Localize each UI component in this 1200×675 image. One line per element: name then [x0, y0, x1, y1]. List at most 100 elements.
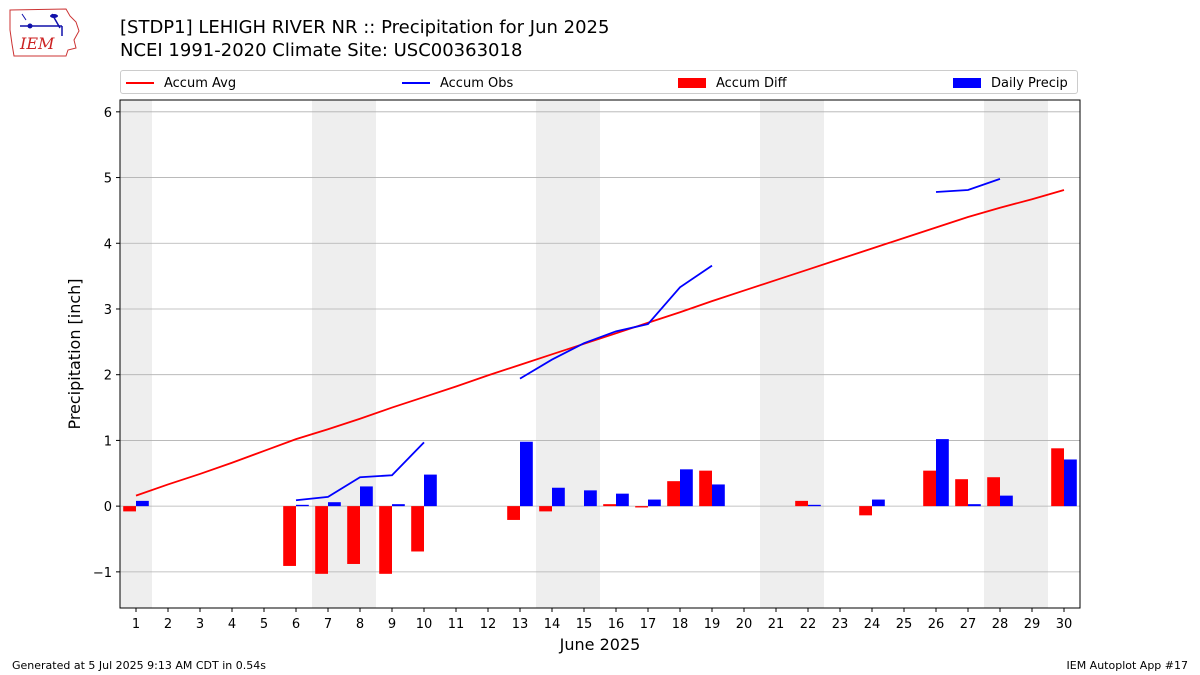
x-tick-label: 30	[1056, 617, 1073, 632]
weekend-shade	[536, 100, 568, 608]
accum-diff-bar	[795, 500, 808, 507]
footer-generated-note: Generated at 5 Jul 2025 9:13 AM CDT in 0…	[12, 659, 266, 672]
chart-subtitle: NCEI 1991-2020 Climate Site: USC00363018	[120, 40, 523, 61]
daily-precip-bar	[392, 504, 405, 507]
x-tick-label: 9	[388, 617, 396, 632]
x-tick-label: 7	[324, 617, 332, 632]
accum-diff-bar	[539, 506, 552, 512]
y-tick-label: 1	[104, 434, 112, 449]
daily-precip-bar	[712, 484, 725, 507]
chart-legend: Accum Avg Accum Obs Accum Diff Daily Pre…	[120, 70, 1078, 94]
x-tick-label: 18	[672, 617, 689, 632]
x-tick-label: 22	[800, 617, 817, 632]
daily-precip-bar	[584, 490, 597, 507]
x-tick-label: 23	[832, 617, 849, 632]
daily-precip-bar	[968, 504, 981, 507]
accum-diff-bar	[283, 506, 296, 566]
x-tick-label: 25	[896, 617, 913, 632]
x-tick-label: 12	[480, 617, 497, 632]
x-tick-label: 27	[960, 617, 977, 632]
x-axis-label: June 2025	[559, 635, 641, 654]
legend-swatch-accum-diff	[678, 78, 706, 88]
accum-diff-bar	[635, 506, 648, 508]
accum-diff-bar	[411, 506, 424, 552]
iem-logo: IEM	[9, 8, 80, 57]
x-tick-label: 4	[228, 617, 236, 632]
daily-precip-bar	[872, 499, 885, 507]
accum-diff-bar	[347, 506, 360, 564]
weekend-shade	[792, 100, 824, 608]
weekend-shade	[120, 100, 152, 608]
x-tick-label: 21	[768, 617, 785, 632]
x-tick-label: 5	[260, 617, 268, 632]
accum-obs-line	[295, 441, 425, 502]
x-tick-label: 10	[416, 617, 433, 632]
legend-label-daily-precip: Daily Precip	[991, 75, 1068, 91]
iem-logo-text: IEM	[19, 34, 55, 53]
daily-precip-bar	[136, 500, 149, 507]
x-tick-label: 29	[1024, 617, 1041, 632]
accum-diff-bar	[699, 470, 712, 507]
legend-label-accum-avg: Accum Avg	[164, 75, 237, 91]
legend-swatch-daily-precip	[953, 78, 981, 88]
legend-label-accum-diff: Accum Diff	[716, 75, 787, 91]
y-axis-label: Precipitation [inch]	[65, 278, 84, 429]
legend-swatch-accum-avg	[126, 82, 154, 84]
accum-diff-bar	[1051, 448, 1064, 507]
y-tick-label: 0	[104, 500, 112, 515]
accum-diff-bar	[859, 506, 872, 516]
accum-diff-bar	[315, 506, 328, 574]
legend-item-accum-avg: Accum Avg	[126, 74, 236, 92]
footer-app-label: IEM Autoplot App #17	[1066, 659, 1189, 672]
daily-precip-bar	[520, 441, 533, 507]
accum-obs-line	[519, 264, 713, 380]
daily-precip-bar	[936, 439, 949, 507]
x-tick-label: 20	[736, 617, 753, 632]
accum-diff-bar	[123, 506, 136, 512]
accum-diff-bar	[923, 470, 936, 507]
daily-precip-bar	[616, 493, 629, 507]
x-tick-label: 11	[448, 617, 465, 632]
weekend-shade	[568, 100, 600, 608]
daily-precip-bar	[808, 504, 821, 507]
accum-diff-bar	[507, 506, 520, 520]
x-tick-label: 3	[196, 617, 204, 632]
weekend-shade	[312, 100, 344, 608]
plot-frame	[119, 99, 1081, 609]
weekend-shade	[984, 100, 1016, 608]
x-tick-label: 17	[640, 617, 657, 632]
x-tick-label: 16	[608, 617, 625, 632]
accum-avg-line	[135, 189, 1065, 497]
daily-precip-bar	[328, 502, 341, 507]
x-tick-label: 6	[292, 617, 300, 632]
legend-item-daily-precip: Daily Precip	[953, 74, 1068, 92]
legend-item-accum-obs: Accum Obs	[402, 74, 513, 92]
x-tick-label: 2	[164, 617, 172, 632]
accum-diff-bar	[379, 506, 392, 574]
accum-diff-bar	[987, 477, 1000, 507]
daily-precip-bar	[1000, 495, 1013, 507]
x-tick-label: 1	[132, 617, 140, 632]
accum-diff-bar	[603, 504, 616, 507]
y-tick-label: 6	[104, 106, 112, 121]
x-tick-label: 14	[544, 617, 561, 632]
x-tick-label: 26	[928, 617, 945, 632]
daily-precip-bar	[552, 487, 565, 507]
x-tick-label: 13	[512, 617, 529, 632]
legend-item-accum-diff: Accum Diff	[678, 74, 787, 92]
y-tick-label: −1	[93, 566, 112, 581]
y-tick-label: 5	[104, 172, 112, 187]
legend-swatch-accum-obs	[402, 82, 430, 84]
accum-diff-bar	[955, 479, 968, 507]
y-tick-label: 4	[104, 237, 112, 252]
daily-precip-bar	[360, 486, 373, 507]
daily-precip-bar	[648, 499, 661, 507]
x-tick-label: 28	[992, 617, 1009, 632]
chart-title: [STDP1] LEHIGH RIVER NR :: Precipitation…	[120, 17, 610, 38]
weekend-shade	[1016, 100, 1048, 608]
x-tick-label: 8	[356, 617, 364, 632]
y-tick-label: 3	[104, 303, 112, 318]
accum-obs-line	[935, 178, 1001, 193]
legend-label-accum-obs: Accum Obs	[440, 75, 514, 91]
